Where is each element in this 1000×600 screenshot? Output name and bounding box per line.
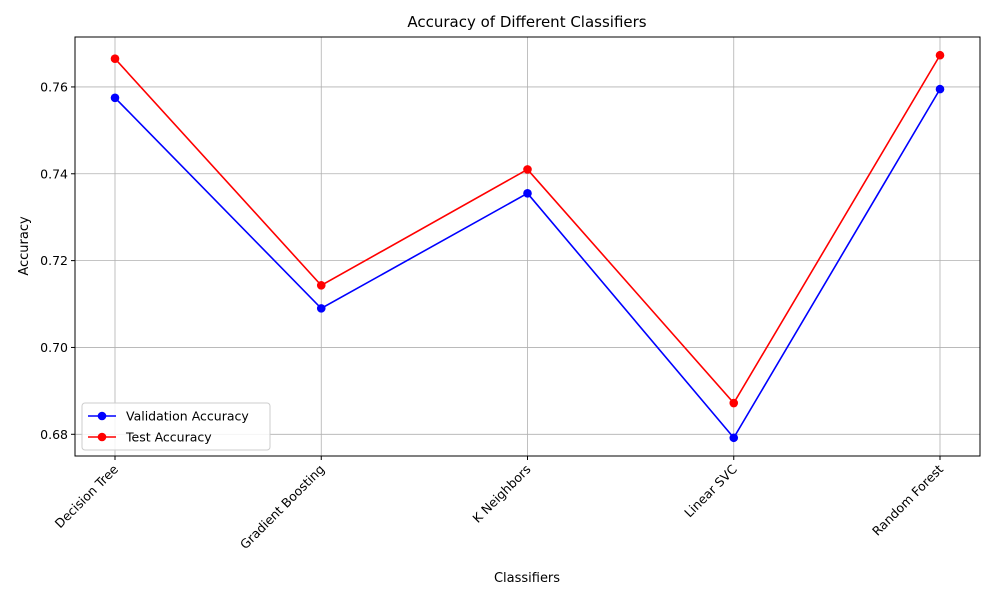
y-tick-label: 0.68 (40, 427, 68, 442)
legend-label: Test Accuracy (125, 430, 212, 445)
data-point (935, 84, 945, 94)
x-axis-label: Classifiers (494, 571, 560, 586)
legend-marker (97, 411, 107, 421)
series-test-accuracy (110, 50, 945, 408)
data-point (523, 189, 532, 198)
data-point (523, 165, 532, 174)
y-axis-label: Accuracy (17, 216, 32, 276)
y-tick-label: 0.74 (40, 166, 68, 181)
series-validation-accuracy (110, 84, 945, 443)
y-axis: 0.68 0.70 0.72 0.74 0.76 (40, 79, 75, 442)
legend: Validation Accuracy Test Accuracy (81, 402, 271, 451)
data-point (935, 50, 945, 60)
legend-label: Validation Accuracy (126, 409, 249, 424)
legend-item: Test Accuracy (88, 430, 212, 445)
data-point (729, 398, 739, 408)
data-point (316, 281, 326, 290)
data-point (316, 304, 326, 313)
data-point (110, 54, 120, 64)
data-point (729, 433, 739, 443)
y-tick-label: 0.72 (40, 253, 68, 268)
y-tick-label: 0.70 (40, 340, 68, 355)
data-point (110, 93, 120, 103)
y-tick-label: 0.76 (40, 79, 68, 94)
series-layer (110, 50, 945, 443)
legend-box (81, 402, 271, 451)
legend-marker (97, 432, 107, 442)
chart-title: Accuracy of Different Classifiers (407, 13, 646, 31)
legend-item: Validation Accuracy (88, 409, 249, 424)
